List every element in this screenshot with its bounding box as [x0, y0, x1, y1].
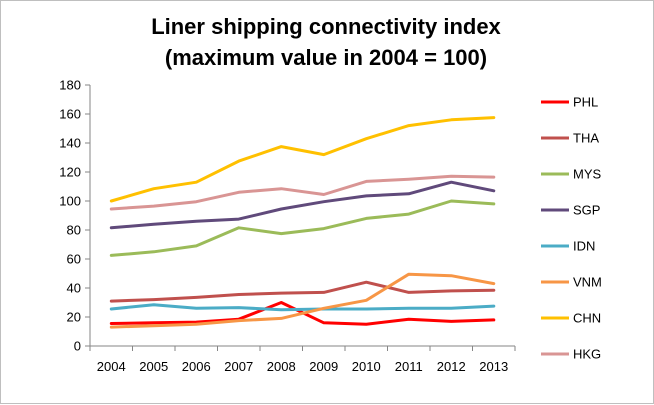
y-tick-label: 40: [67, 281, 81, 296]
y-tick-label: 60: [67, 252, 81, 267]
series-line-mys: [109, 199, 496, 257]
legend-label-sgp: SGP: [573, 203, 600, 218]
chart-title: Liner shipping connectivity index: [151, 14, 501, 39]
x-tick-label: 2004: [97, 359, 126, 374]
x-tick-label: 2006: [182, 359, 211, 374]
x-tick-label: 2013: [479, 359, 508, 374]
x-tick-label: 2005: [139, 359, 168, 374]
series-line-chn: [109, 116, 496, 203]
series-line-sgp: [109, 180, 496, 230]
series-line-tha: [109, 280, 496, 303]
x-tick-label: 2010: [352, 359, 381, 374]
x-tick-label: 2011: [395, 359, 423, 374]
series-line-hkg: [109, 174, 496, 211]
x-axis: 2004 2005 2006 2007 2008 2009 2010 2011 2012 2013: [89, 345, 516, 374]
y-tick-label: 80: [67, 223, 81, 238]
x-tick-label: 2009: [309, 359, 338, 374]
y-tick-label: 100: [59, 194, 81, 209]
legend-label-phl: PHL: [573, 95, 598, 110]
series-lines: [109, 116, 496, 329]
series-line-idn: [109, 303, 496, 312]
y-axis: 0 20 40 60 80 100 120 140 160 180: [59, 78, 91, 354]
chart-subtitle: (maximum value in 2004 = 100): [165, 45, 487, 70]
y-tick-label: 0: [74, 339, 81, 354]
y-tick-label: 120: [59, 165, 81, 180]
y-tick-label: 140: [59, 136, 81, 151]
x-tick-label: 2007: [224, 359, 253, 374]
x-tick-label: 2012: [437, 359, 466, 374]
legend-label-hkg: HKG: [573, 347, 601, 362]
y-tick-label: 20: [67, 310, 81, 325]
legend-label-tha: THA: [573, 131, 599, 146]
y-tick-label: 160: [59, 107, 81, 122]
x-tick-label: 2008: [267, 359, 296, 374]
y-tick-label: 180: [59, 78, 81, 93]
series-line-vnm: [109, 272, 496, 329]
legend-label-chn: CHN: [573, 311, 601, 326]
legend: PHL THA MYS SGP IDN VNM CHN HKG: [541, 95, 602, 362]
legend-label-mys: MYS: [573, 167, 602, 182]
legend-label-vnm: VNM: [573, 275, 602, 290]
legend-label-idn: IDN: [573, 239, 595, 254]
